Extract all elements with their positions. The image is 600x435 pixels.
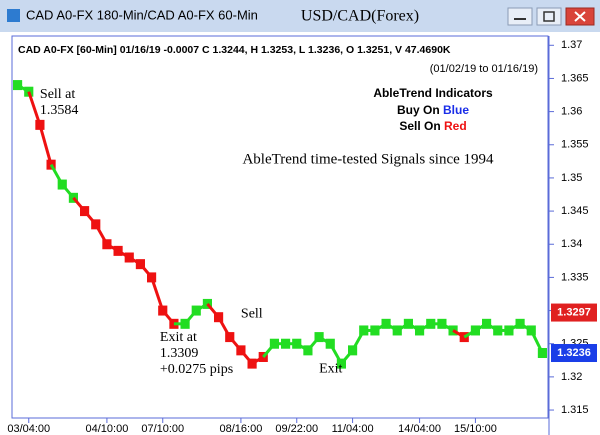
price-bar xyxy=(236,345,246,356)
minimize-button[interactable] xyxy=(507,7,533,26)
annotation: Sell at xyxy=(40,87,75,102)
legend-buy-text: Buy On xyxy=(397,103,443,117)
price-bar xyxy=(348,345,358,356)
y-tick-label: 1.32 xyxy=(561,371,582,383)
window-title: CAD A0-FX 180-Min/CAD A0-FX 60-Min xyxy=(26,7,258,22)
legend-sell: Sell On Red xyxy=(399,119,466,133)
annotation: 1.3309 xyxy=(160,346,199,361)
title-bar xyxy=(0,0,600,32)
y-tick-label: 1.37 xyxy=(561,39,582,51)
price-marker-label: 1.3297 xyxy=(557,306,591,318)
price-bar xyxy=(135,259,145,270)
price-bar xyxy=(537,348,547,359)
y-tick-label: 1.315 xyxy=(561,404,589,416)
price-link xyxy=(38,124,53,166)
y-tick-label: 1.36 xyxy=(561,106,582,118)
price-bar xyxy=(202,298,212,309)
price-bar xyxy=(113,245,123,256)
price-bar xyxy=(381,318,391,329)
annotation: 1.3584 xyxy=(40,103,79,118)
plot-frame xyxy=(11,35,549,419)
app-icon xyxy=(7,9,20,22)
price-bar xyxy=(482,318,492,329)
price-bar xyxy=(35,119,45,130)
y-tick-label: 1.35 xyxy=(561,172,582,184)
price-marker xyxy=(551,344,597,363)
x-tick-label: 14/04:00 xyxy=(398,423,441,435)
info-line: CAD A0-FX [60-Min] 01/16/19 -0.0007 C 1.… xyxy=(18,44,451,56)
price-bar xyxy=(80,206,90,217)
maximize-button[interactable] xyxy=(536,7,562,26)
annotation: Sell xyxy=(241,307,263,322)
price-marker-label: 1.3236 xyxy=(557,347,591,359)
maximize-icon xyxy=(543,11,555,22)
x-tick-label: 07/10:00 xyxy=(141,423,184,435)
legend-title: AbleTrend Indicators xyxy=(373,86,493,100)
price-link xyxy=(150,276,165,312)
price-marker xyxy=(551,303,597,322)
price-bar xyxy=(314,332,324,343)
annotation: +0.0275 pips xyxy=(160,362,233,377)
x-tick-label: 08/16:00 xyxy=(220,423,263,435)
slogan: AbleTrend time-tested Signals since 1994 xyxy=(242,151,494,167)
annotation: Exit xyxy=(319,361,342,376)
legend-sell-text: Sell On xyxy=(399,119,444,133)
chart-title: USD/CAD(Forex) xyxy=(301,8,419,25)
y-tick-label: 1.345 xyxy=(561,205,589,217)
date-range: (01/02/19 to 01/16/19) xyxy=(430,63,538,75)
x-tick-label: 11/04:00 xyxy=(332,423,374,435)
legend-sell-color: Red xyxy=(444,119,467,133)
price-bar xyxy=(448,325,458,336)
x-tick-label: 04/10:00 xyxy=(86,423,129,435)
y-tick-label: 1.355 xyxy=(561,139,589,151)
price-bar xyxy=(415,325,425,336)
legend-buy-color: Blue xyxy=(443,103,469,117)
y-tick-label: 1.335 xyxy=(561,271,589,283)
price-bar xyxy=(169,318,179,329)
y-tick-label: 1.365 xyxy=(561,72,589,84)
price-bar xyxy=(281,338,291,349)
x-tick-label: 03/04:00 xyxy=(7,423,50,435)
legend-buy: Buy On Blue xyxy=(397,103,469,117)
close-icon xyxy=(574,11,586,22)
y-tick-label: 1.34 xyxy=(561,238,582,250)
x-tick-label: 09/22:00 xyxy=(275,423,318,435)
x-tick-label: 15/10:00 xyxy=(454,423,497,435)
annotation: Exit at xyxy=(160,330,197,345)
price-link xyxy=(27,91,42,126)
